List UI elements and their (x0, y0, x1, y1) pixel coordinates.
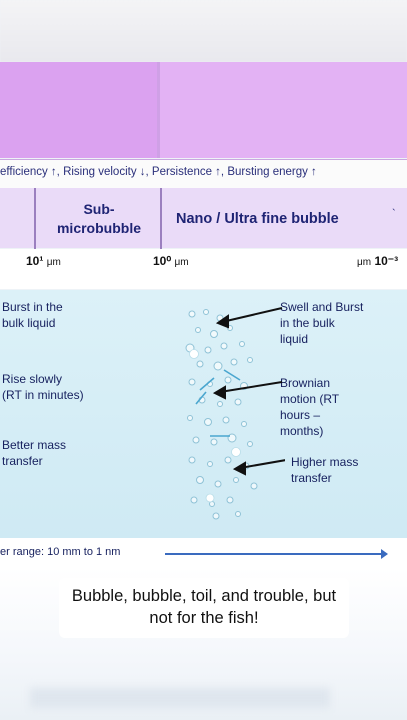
right-note-brownian: Brownian motion (RT hours – months) (280, 376, 340, 438)
scale-row (0, 249, 407, 289)
category-submicro-line1: Sub- (83, 201, 115, 217)
video-caption: Bubble, bubble, toil, and trouble, but n… (71, 587, 337, 627)
bubble-panel (0, 290, 407, 538)
range-text: er range: 10 mm to 1 nm (0, 546, 121, 558)
column-divider-2 (160, 188, 162, 289)
property-strip (0, 159, 407, 189)
category-submicro-line2: microbubble (56, 220, 141, 236)
annotation-arrows (212, 307, 285, 476)
scale-label-1: 10¹ μm (26, 254, 61, 268)
right-note-higher-mass: Higher mass transfer (291, 455, 359, 485)
category-row (0, 188, 407, 248)
top-blurred-strip (0, 0, 407, 62)
column-divider-1 (34, 188, 36, 289)
caption-box (59, 578, 349, 638)
header-divider (157, 62, 160, 158)
header-band-right (160, 62, 407, 158)
scale-label-3: μm 10⁻³ (357, 254, 399, 268)
category-submicro: Sub- microbubble (38, 200, 160, 238)
nanobubble-cloud-illustration (185, 309, 258, 520)
category-nano: Nano / Ultra fine bubble (176, 211, 339, 227)
range-arrow-line (165, 553, 383, 555)
property-line: efficiency ↑, Rising velocity ↓, Persist… (0, 166, 317, 178)
left-note-rise: Rise slowly (RT in minutes) (2, 372, 84, 402)
left-note-mass: Better mass transfer (2, 438, 67, 468)
range-arrow-head-icon (381, 549, 388, 559)
left-note-burst: Burst in the bulk liquid (2, 300, 63, 330)
scale-label-2: 10⁰ μm (153, 254, 189, 268)
category-arrow-mark: ` (392, 208, 396, 220)
blurred-bottom-content (30, 688, 330, 708)
right-note-swell: Swell and Burst in the bulk liquid (280, 300, 364, 346)
